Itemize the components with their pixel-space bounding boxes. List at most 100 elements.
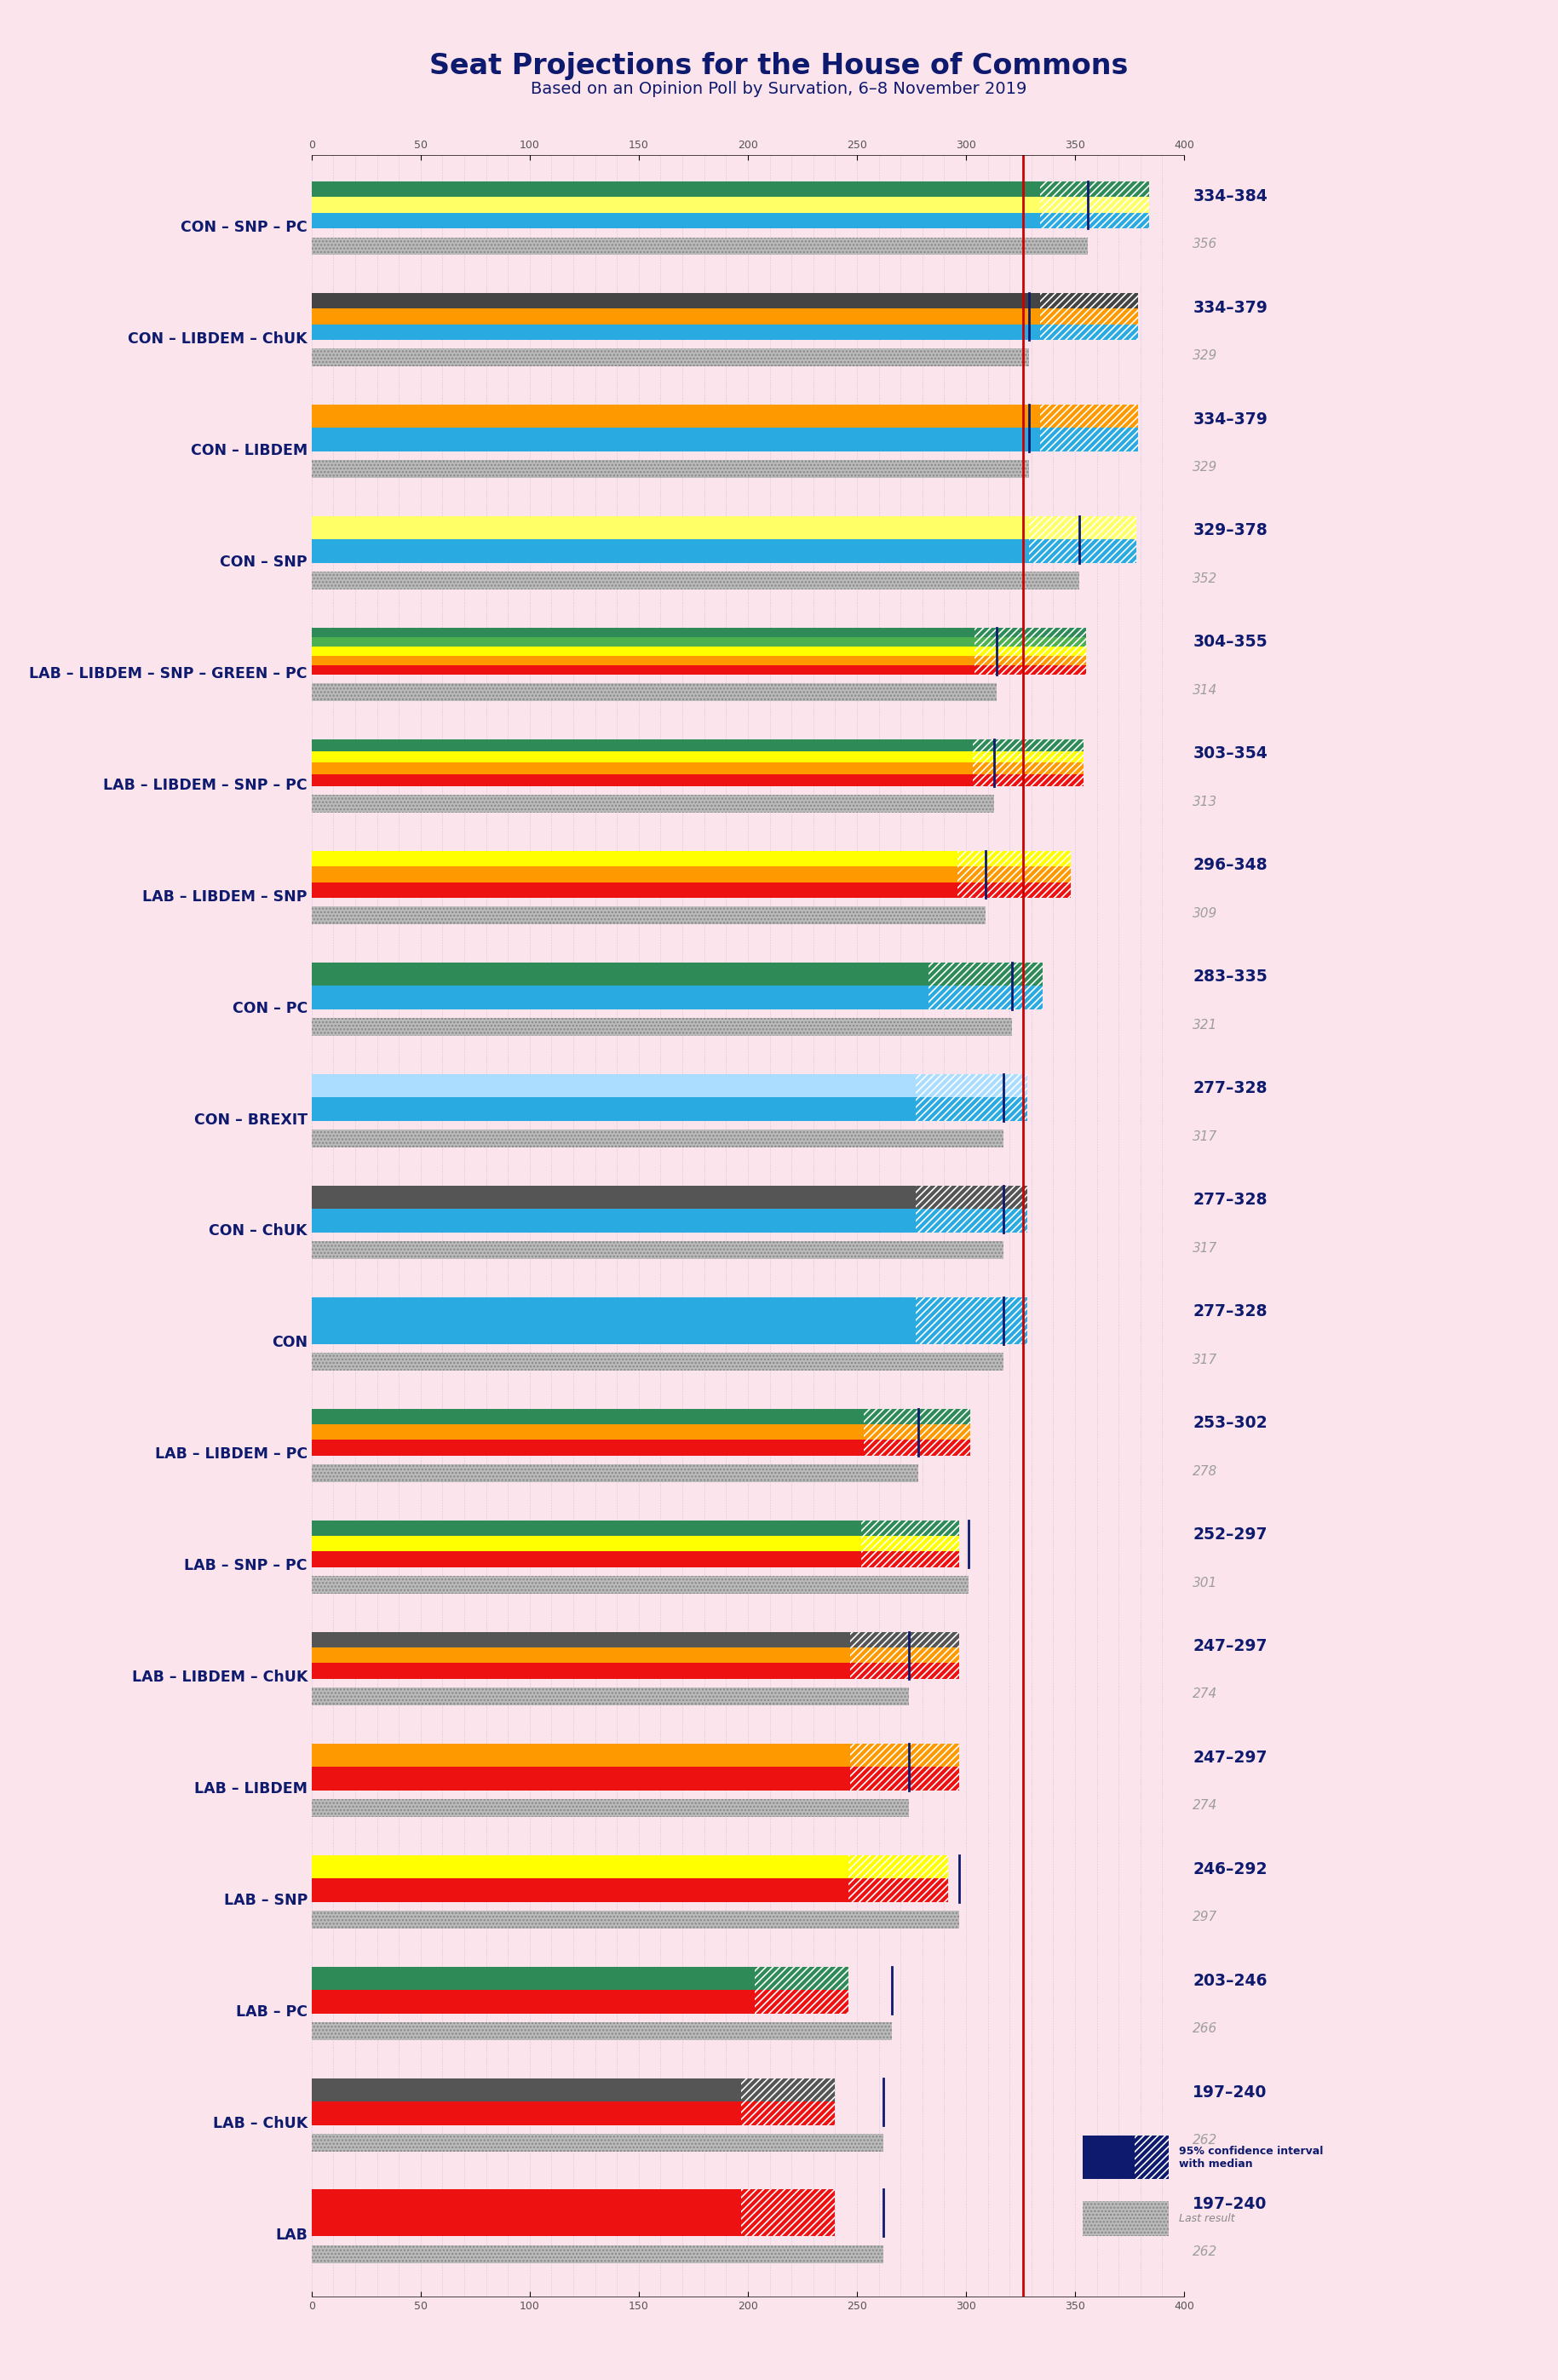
Bar [312,683,997,688]
Bar [312,293,1041,309]
Bar [312,1809,910,1816]
Bar [312,1576,968,1583]
Bar [312,866,957,883]
Bar [312,309,1041,324]
Text: 317: 317 [1193,1354,1218,1366]
Bar [312,697,997,702]
Bar [312,1799,910,1809]
Bar [312,2135,883,2142]
Bar [851,1766,960,1790]
Bar [848,1854,949,1878]
Bar [975,657,1086,664]
Bar [312,1242,1003,1250]
Bar [312,1921,960,1928]
Bar [312,2078,742,2102]
Bar [851,1633,960,1647]
Bar [312,516,1030,540]
Bar [1041,405,1139,428]
Text: 297: 297 [1193,1911,1218,1923]
Text: 329: 329 [1193,350,1218,362]
Bar [312,2030,891,2040]
Bar [754,1990,848,2013]
Bar [312,469,1030,478]
Bar [312,762,972,774]
Bar [848,1878,949,1902]
Bar [312,1464,918,1471]
Text: 203–246: 203–246 [1193,1973,1267,1990]
Bar [975,638,1086,647]
Bar [312,405,1041,428]
Bar [863,1423,971,1440]
Bar [1030,516,1136,540]
Text: 334–379: 334–379 [1193,412,1268,426]
Bar [312,647,975,657]
Text: 277–328: 277–328 [1193,1081,1267,1097]
Bar [312,1464,918,1471]
Bar [312,1552,862,1566]
Bar [957,850,1070,866]
Bar [862,1521,960,1535]
Bar [312,355,1030,362]
Bar [1041,309,1139,324]
Bar [312,1130,1003,1138]
Bar [312,324,1041,340]
Bar [312,695,997,697]
Text: 262: 262 [1193,2247,1218,2259]
Text: 313: 313 [1193,795,1218,809]
Bar [312,1476,918,1483]
Bar [957,866,1070,883]
Bar [312,1130,1003,1138]
Bar [975,664,1086,674]
Bar [312,243,1087,250]
Bar [312,1583,968,1587]
Bar [863,1423,971,1440]
Bar [312,795,994,800]
Bar [312,1352,1003,1371]
Bar [312,571,1080,581]
Bar [1041,428,1139,452]
Bar [1083,2202,1168,2237]
Bar [312,1633,851,1647]
Bar [1041,198,1150,212]
Text: 334–384: 334–384 [1193,188,1268,205]
Bar [312,1742,851,1766]
Text: 321: 321 [1193,1019,1218,1031]
Bar [312,740,972,752]
Bar [312,1966,754,1990]
Bar [312,883,957,897]
Bar [312,690,997,695]
Bar [1041,428,1139,452]
Bar [916,1297,1027,1345]
Bar [312,657,975,664]
Bar [312,1250,1003,1259]
Bar [312,1019,1011,1028]
Bar [312,850,957,866]
Text: 309: 309 [1193,907,1218,919]
Bar [312,774,972,785]
Bar [754,1990,848,2013]
Text: 317: 317 [1193,1242,1218,1254]
Bar [312,795,994,800]
Text: 274: 274 [1193,1799,1218,1811]
Bar [312,1809,910,1816]
Bar [972,774,1084,785]
Bar [972,774,1084,785]
Bar [312,1799,910,1809]
Bar [312,1097,916,1121]
Bar [862,1521,960,1535]
Bar [312,362,1030,367]
Bar [312,1019,1011,1028]
Bar [312,683,997,688]
Text: 352: 352 [1193,571,1218,585]
Bar [972,740,1084,752]
Bar [916,1185,1027,1209]
Bar [312,1471,918,1476]
Bar [972,762,1084,774]
Bar [312,1699,910,1706]
Bar [975,657,1086,664]
Bar [312,459,1030,469]
Bar [975,628,1086,638]
Bar [312,2142,883,2152]
Bar [312,540,1030,564]
Bar [312,1138,1003,1147]
